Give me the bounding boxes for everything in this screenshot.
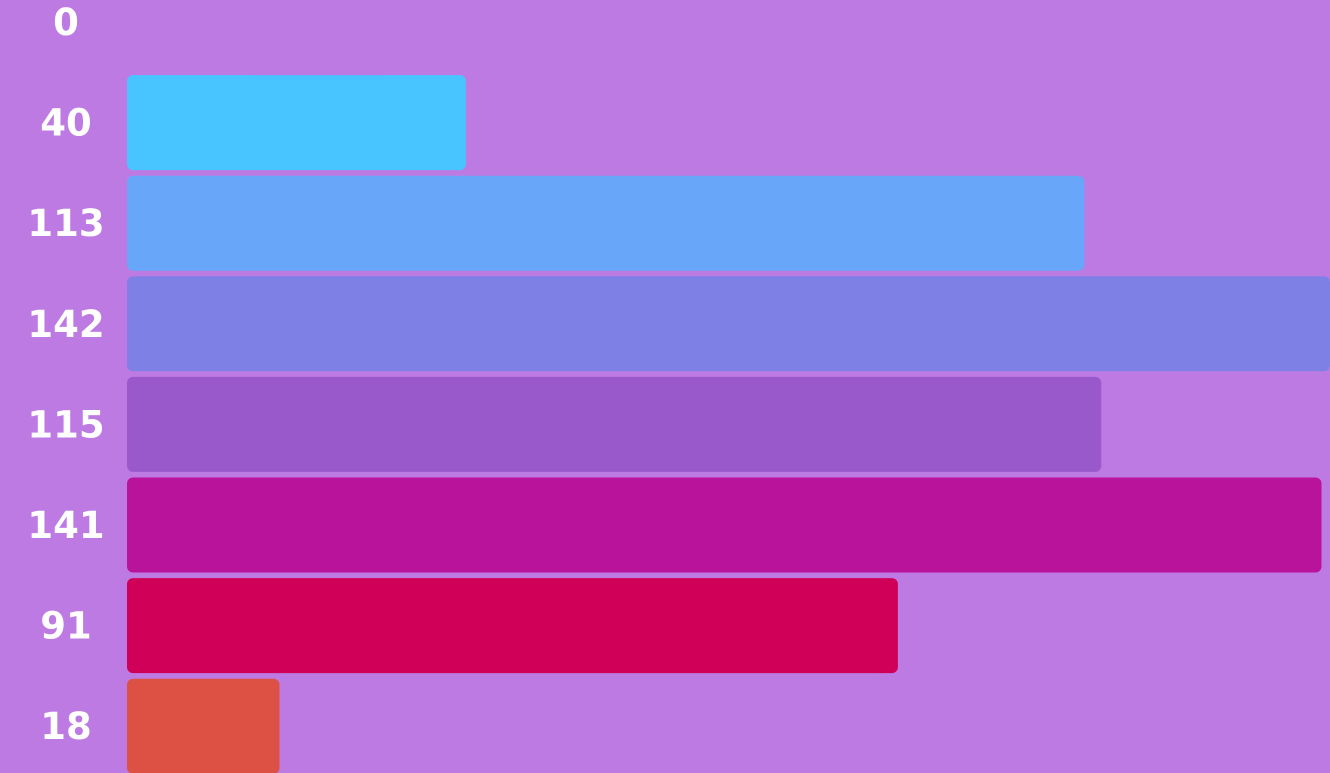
value-labels-group: 0 40 113 142 115 141 91 18 [27, 1, 104, 748]
value-label-4: 115 [27, 403, 104, 446]
value-label-5: 141 [27, 504, 104, 547]
bar-2 [127, 175, 1085, 271]
bar-4 [127, 376, 1102, 472]
bar-1 [127, 75, 466, 171]
bar-5 [127, 477, 1322, 573]
bar-6 [127, 578, 898, 674]
value-label-6: 91 [40, 605, 92, 648]
bars-group [127, 75, 1330, 773]
bar-7 [127, 678, 280, 773]
bar-3 [127, 276, 1330, 372]
value-label-0: 0 [53, 1, 79, 44]
value-label-1: 40 [40, 102, 92, 145]
value-label-7: 18 [40, 705, 92, 748]
value-label-3: 142 [27, 303, 104, 346]
value-label-2: 113 [27, 202, 104, 245]
